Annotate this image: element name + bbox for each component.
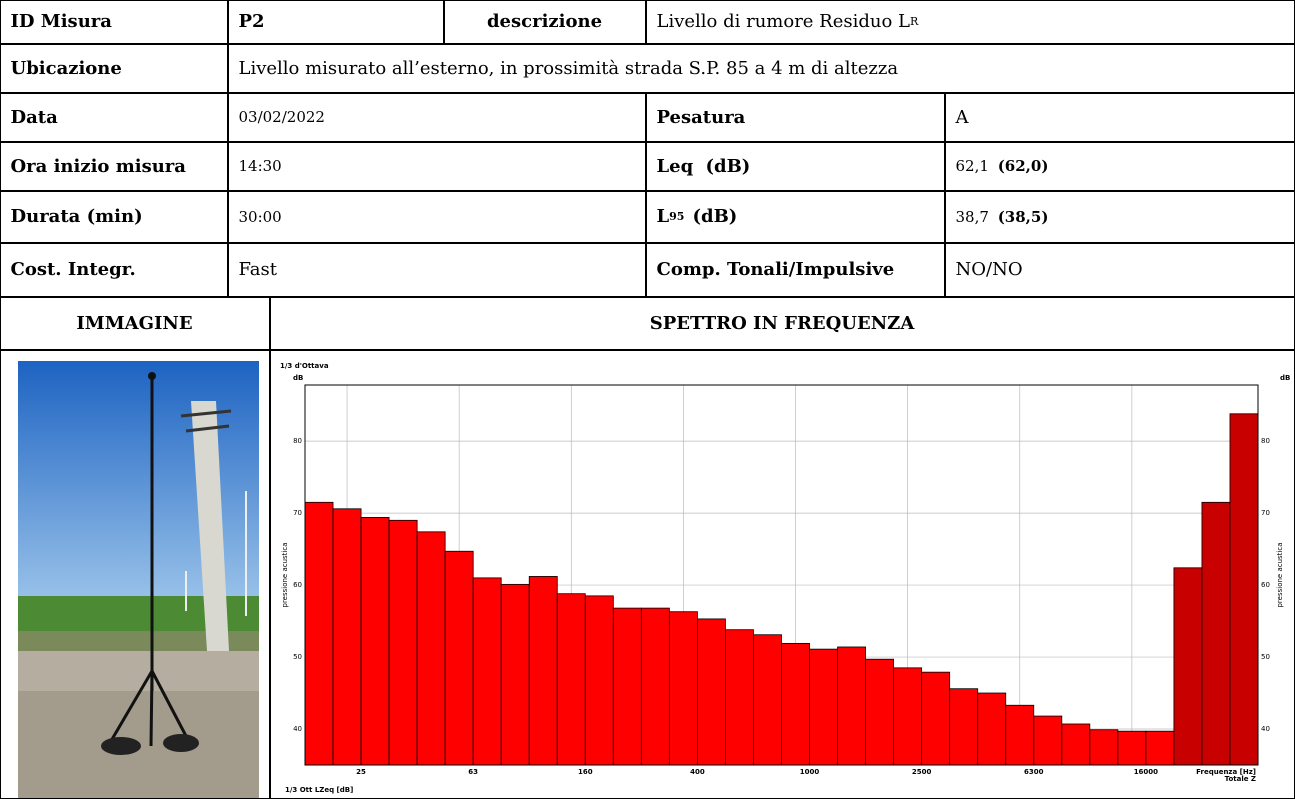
cell: descrizione xyxy=(444,0,646,44)
cell: Fast xyxy=(228,243,646,297)
photo xyxy=(1,351,270,799)
bar xyxy=(1089,729,1117,764)
chart: 1/3 d'Ottava dB dB pressione acustica pr… xyxy=(271,351,1294,797)
cell: Pesatura xyxy=(646,93,945,142)
text: L xyxy=(657,206,670,227)
cell: P2 xyxy=(228,0,444,44)
bar xyxy=(529,576,557,765)
bar xyxy=(557,593,585,764)
bar xyxy=(473,577,501,764)
bar xyxy=(1173,567,1201,764)
subscript: 95 xyxy=(669,210,684,223)
bar xyxy=(725,629,753,764)
cell: 14:30 xyxy=(228,142,646,191)
x-tick-label: 16000 xyxy=(1133,768,1157,776)
cell: Leq (dB) xyxy=(646,142,945,191)
bar xyxy=(753,634,781,764)
cell: Ora inizio misura xyxy=(0,142,228,191)
x-tick-label: 1000 xyxy=(799,768,819,776)
bar xyxy=(417,531,445,764)
cell: Ubicazione xyxy=(0,44,228,93)
text: Livello di rumore Residuo L xyxy=(657,11,911,32)
cell: Comp. Tonali/Impulsive xyxy=(646,243,945,297)
x-tick-label: 63 xyxy=(468,768,478,776)
x-tick-label: 400 xyxy=(690,768,705,776)
text: 62,1 xyxy=(956,157,989,175)
y-unit: dB xyxy=(293,374,303,382)
cell: Cost. Integr. xyxy=(0,243,228,297)
bar xyxy=(1061,723,1089,764)
bar xyxy=(305,502,333,765)
text: 38,7 xyxy=(956,208,989,226)
cell: 1/3 d'Ottava dB dB pressione acustica pr… xyxy=(270,350,1295,799)
y-tick-label: 60 xyxy=(293,581,302,589)
text: (dB) xyxy=(692,206,737,227)
cell: Data xyxy=(0,93,228,142)
total-label: Totale Z xyxy=(1224,775,1255,783)
bar xyxy=(333,508,361,764)
text: (38,5) xyxy=(998,208,1049,226)
bar xyxy=(837,646,865,764)
bar xyxy=(809,649,837,765)
y-tick-label: 50 xyxy=(1261,653,1270,661)
cell: 30:00 xyxy=(228,191,646,243)
y-tick-label: 70 xyxy=(293,509,302,517)
bar xyxy=(669,611,697,764)
x-tick-label: 2500 xyxy=(911,768,931,776)
bar xyxy=(1145,731,1173,765)
x-tick-label: 160 xyxy=(577,768,592,776)
bar xyxy=(697,618,725,764)
bar xyxy=(501,584,529,765)
page: ID Misura P2 descrizione Livello di rumo… xyxy=(0,0,1295,798)
cell: SPETTRO IN FREQUENZA xyxy=(270,297,1295,350)
bar xyxy=(613,608,641,765)
bar xyxy=(389,520,417,765)
cell: NO/NO xyxy=(945,243,1295,297)
bar xyxy=(445,551,473,765)
y-tick-label: 40 xyxy=(1261,725,1270,733)
cell: Livello misurato all’esterno, in prossim… xyxy=(228,44,1295,93)
chart-title: 1/3 d'Ottava xyxy=(280,362,329,370)
text: (62,0) xyxy=(998,157,1049,175)
cell: 03/02/2022 xyxy=(228,93,646,142)
bar xyxy=(585,595,613,764)
bar xyxy=(949,688,977,764)
bar xyxy=(1033,716,1061,765)
cell: A xyxy=(945,93,1295,142)
subscript: R xyxy=(910,15,918,28)
bar xyxy=(977,693,1005,765)
cell: 62,1 (62,0) xyxy=(945,142,1295,191)
y-tick-label: 60 xyxy=(1261,581,1270,589)
cell: 38,7 (38,5) xyxy=(945,191,1295,243)
cell: Durata (min) xyxy=(0,191,228,243)
bar xyxy=(1005,705,1033,765)
y-axis-label: pressione acustica xyxy=(281,542,289,607)
y-tick-label: 80 xyxy=(293,437,302,445)
y-unit: dB xyxy=(1280,374,1290,382)
y-tick-label: 80 xyxy=(1261,437,1270,445)
bar xyxy=(781,643,809,765)
bar xyxy=(361,517,389,765)
x-tick-label: 25 xyxy=(356,768,366,776)
bar xyxy=(1229,413,1257,764)
y-tick-label: 50 xyxy=(293,653,302,661)
bar xyxy=(641,608,669,765)
x-tick-label: 6300 xyxy=(1024,768,1044,776)
cell xyxy=(0,350,270,799)
bar xyxy=(893,667,921,764)
y-tick-label: 40 xyxy=(293,725,302,733)
bar xyxy=(1201,502,1229,765)
cell: IMMAGINE xyxy=(0,297,270,350)
y-tick-label: 70 xyxy=(1261,509,1270,517)
cell: ID Misura xyxy=(0,0,228,44)
bar xyxy=(865,659,893,765)
bar xyxy=(1117,731,1145,765)
chart-footer: 1/3 Ott LZeq [dB] xyxy=(285,786,353,794)
bar xyxy=(921,672,949,765)
y-axis-label: pressione acustica xyxy=(1276,542,1284,607)
